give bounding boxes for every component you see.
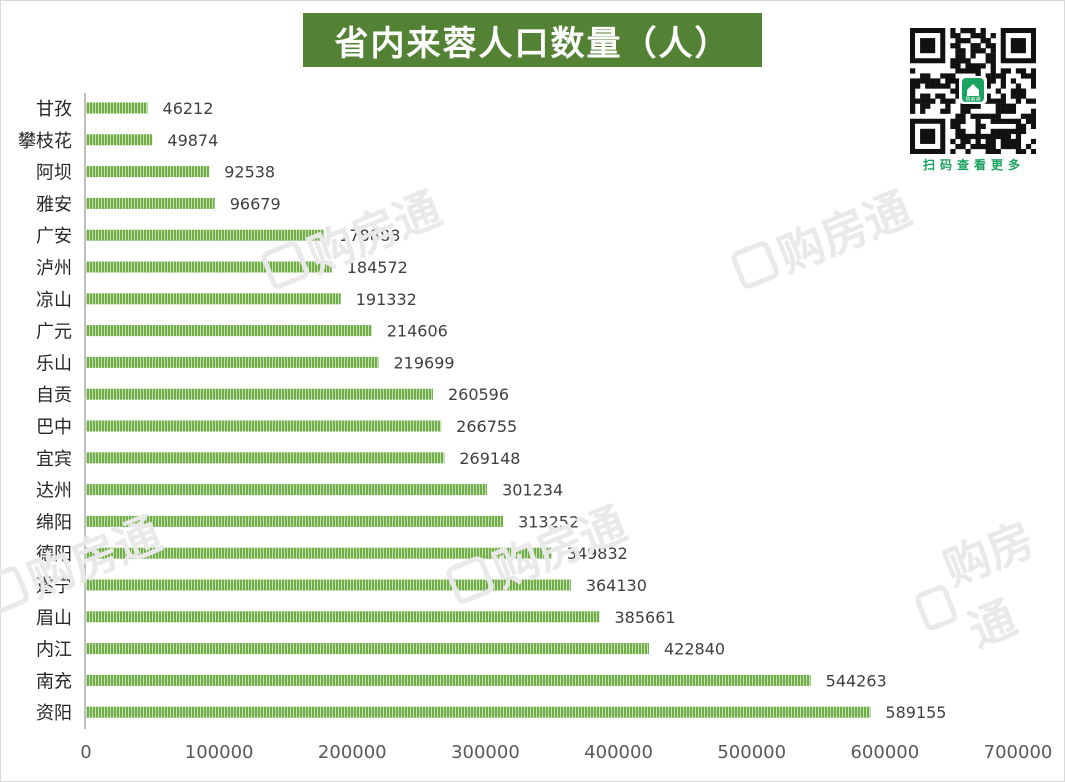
qr-badge-text: 购房通 — [965, 96, 980, 103]
bar-8 — [86, 325, 372, 337]
category-label: 甘孜 — [36, 99, 72, 120]
x-tick-label: 600000 — [850, 742, 919, 763]
bar-4 — [86, 197, 215, 209]
data-label: 184572 — [347, 258, 408, 277]
bar-16 — [86, 579, 571, 591]
data-label: 269148 — [459, 449, 520, 468]
category-label: 阿坝 — [36, 163, 72, 184]
bar-9 — [86, 356, 379, 368]
data-label: 49874 — [167, 131, 218, 150]
data-label: 46212 — [163, 99, 214, 118]
bar-2 — [86, 134, 153, 146]
bar-13 — [86, 484, 488, 496]
bar-10 — [86, 388, 433, 400]
bar-17 — [86, 611, 600, 623]
data-label: 422840 — [664, 640, 725, 659]
category-label: 广元 — [36, 322, 72, 343]
x-tick-label: 0 — [80, 742, 91, 763]
category-label: 攀枝花 — [18, 131, 72, 152]
data-label: 260596 — [448, 385, 509, 404]
x-tick-label: 200000 — [318, 742, 387, 763]
data-label: 589155 — [885, 703, 946, 722]
category-label: 雅安 — [36, 194, 72, 215]
data-label: 313252 — [518, 512, 579, 531]
x-tick-label: 700000 — [984, 742, 1053, 763]
category-label: 广安 — [36, 226, 72, 247]
category-label: 内江 — [36, 640, 72, 661]
x-tick-label: 300000 — [451, 742, 520, 763]
category-label: 凉山 — [36, 290, 72, 311]
x-tick-label: 400000 — [584, 742, 653, 763]
bar-12 — [86, 452, 445, 464]
category-label: 自贡 — [36, 385, 72, 406]
bar-14 — [86, 515, 504, 527]
bar-5 — [86, 229, 325, 241]
data-label: 301234 — [502, 481, 563, 500]
category-label: 乐山 — [36, 353, 72, 374]
bar-6 — [86, 261, 332, 273]
category-label: 遂宁 — [36, 576, 72, 597]
data-label: 544263 — [826, 671, 887, 690]
x-tick-label: 100000 — [185, 742, 254, 763]
bar-15 — [86, 547, 552, 559]
bar-19 — [86, 674, 811, 686]
data-label: 364130 — [586, 576, 647, 595]
category-label: 南充 — [36, 671, 72, 692]
category-label: 达州 — [36, 481, 72, 502]
bar-1 — [86, 102, 148, 114]
category-label: 资阳 — [36, 703, 72, 724]
data-label: 92538 — [224, 163, 275, 182]
bar-18 — [86, 643, 649, 655]
bars-group — [86, 102, 871, 718]
data-label: 349832 — [567, 544, 628, 563]
bar-11 — [86, 420, 442, 432]
qr-caption: 扫码查看更多 — [922, 158, 1025, 172]
category-label: 泸州 — [36, 258, 72, 279]
data-label: 385661 — [614, 608, 675, 627]
bar-7 — [86, 293, 341, 305]
data-label: 191332 — [356, 290, 417, 309]
category-label: 眉山 — [36, 608, 72, 629]
data-label: 96679 — [230, 194, 281, 213]
category-label: 宜宾 — [36, 449, 72, 470]
qr-code-icon[interactable]: 购房通 — [910, 28, 1036, 154]
bar-20 — [86, 706, 871, 718]
data-label: 214606 — [387, 322, 448, 341]
category-label: 绵阳 — [36, 512, 72, 533]
x-tick-label: 500000 — [717, 742, 786, 763]
category-label: 巴中 — [36, 417, 72, 438]
bar-3 — [86, 166, 210, 178]
x-tick-labels-group: 0 100000 200000 300000 400000 500000 600000 700… — [80, 742, 1052, 763]
data-label: 219699 — [394, 353, 455, 372]
data-labels-group: 46212 49874 92538 96679 178888 184572 191332 21… — [163, 99, 947, 722]
data-label: 266755 — [456, 417, 517, 436]
category-labels-group: 甘孜攀枝花阿坝雅安广安泸州凉山广元乐山自贡巴中宜宾达州绵阳德阳遂宁眉山内江南充资… — [18, 99, 72, 724]
category-label: 德阳 — [36, 544, 72, 565]
chart-title: 省内来蓉人口数量（人） — [303, 13, 762, 67]
data-label: 178888 — [339, 226, 400, 245]
